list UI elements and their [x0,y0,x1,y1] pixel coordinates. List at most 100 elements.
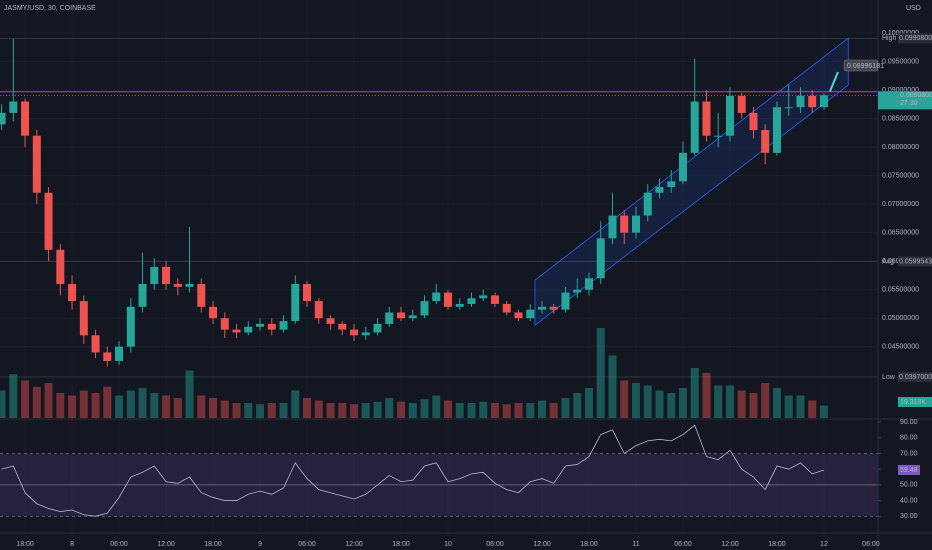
candle-body [373,323,382,333]
volume-bar [397,401,406,418]
volume-bar [761,383,770,418]
x-tick-label: 06:00 [110,541,128,548]
level-label: 0.09908000 [899,35,932,42]
candle-body [338,323,347,330]
volume-bar [115,395,124,418]
y-tick-label: 0.04500000 [882,344,919,351]
level-badge [898,256,932,267]
volume-bar [514,403,523,418]
volume-bar [173,398,182,418]
candle-body [702,101,711,136]
candle-body [772,107,781,153]
candle-body [761,130,770,153]
volume-bar [737,390,746,418]
candle-body [0,112,6,125]
candle-body [584,278,593,290]
candle-body [385,312,394,324]
volume-bar [408,403,417,418]
candle-body [408,315,417,319]
plot [0,37,878,517]
candle-body [678,152,687,182]
candle-body [596,238,605,279]
volume-bar [596,328,605,418]
candle-body [350,329,359,336]
candle-body [150,266,159,284]
volume-label: 19.318K [900,399,926,406]
volume-bar [444,400,453,418]
volume-bar [44,383,53,418]
rsi-value-label: 59.48 [900,467,918,474]
volume-bar [232,403,241,418]
level-badge [898,33,932,44]
volume-bar [267,403,276,418]
candle-body [819,95,828,108]
level-label: 0.03970000 [899,374,932,381]
candle-body [256,323,265,327]
volume-bar [0,390,6,418]
candle-body [267,323,276,330]
candle-body [737,95,746,113]
candle-body [690,101,699,153]
candle-body [138,283,147,307]
candle-body [197,283,206,307]
volume-bar [79,390,88,418]
candle-body [126,306,135,347]
volume-bar [714,385,723,418]
volume-bar [549,403,558,418]
countdown: 27:30 [900,100,918,107]
candle-body [115,346,124,361]
candle-body [808,95,817,108]
candle-body [725,95,734,136]
volume-badge [898,397,932,407]
volume-bar [9,374,18,418]
x-tick-label: 11 [632,541,639,548]
volume-bar [526,403,535,418]
y-tick-label: 0.08000000 [882,144,919,151]
x-tick-label: 12:00 [721,541,739,548]
candle-body [9,101,18,113]
y-tick-label: 0.05000000 [882,315,919,322]
volume-bar [455,403,464,418]
current-price-badge [878,91,932,110]
y-tick-label: 0.07500000 [882,172,919,179]
candle-body [397,312,406,319]
candle-body [162,266,171,284]
current-price-label: 0.08908000 [900,92,932,99]
candle-body [291,283,300,322]
volume-bar [126,390,135,418]
candle-body [784,107,793,109]
x-tick-label: 18:00 [580,541,598,548]
x-tick-label: 06:00 [862,541,880,548]
y-tick-label: 0.07000000 [882,201,919,208]
volume-bar [725,385,734,418]
level-badge [898,371,932,382]
volume-bar [220,400,229,418]
candle-body [432,292,441,302]
volume-bar [350,404,359,418]
volume-bar [420,399,429,418]
volume-bar [56,393,65,418]
volume-bar [279,403,288,418]
candle-body [232,329,241,333]
candle-body [44,192,53,250]
level-label: 0.05995433 [899,258,932,265]
volume-bar [21,380,30,418]
x-tick-label: 18:00 [392,541,410,548]
x-tick-label: 9 [258,541,262,548]
volume-bar [326,403,335,418]
candle-body [303,283,312,302]
volume-bar [373,401,382,418]
y-tick-label: 0.08500000 [882,115,919,122]
volume-bar [561,398,570,418]
candle-body [220,318,229,330]
candle-body [68,283,77,302]
candle-body [549,306,558,310]
volume-bar [702,373,711,418]
y-tick-label: 0.06500000 [882,230,919,237]
candle-body [444,292,453,307]
volume-bar [150,393,159,418]
volume-bar [479,401,488,418]
rsi-tick-label: 50.00 [900,482,918,489]
x-tick-label: 06:00 [674,541,692,548]
